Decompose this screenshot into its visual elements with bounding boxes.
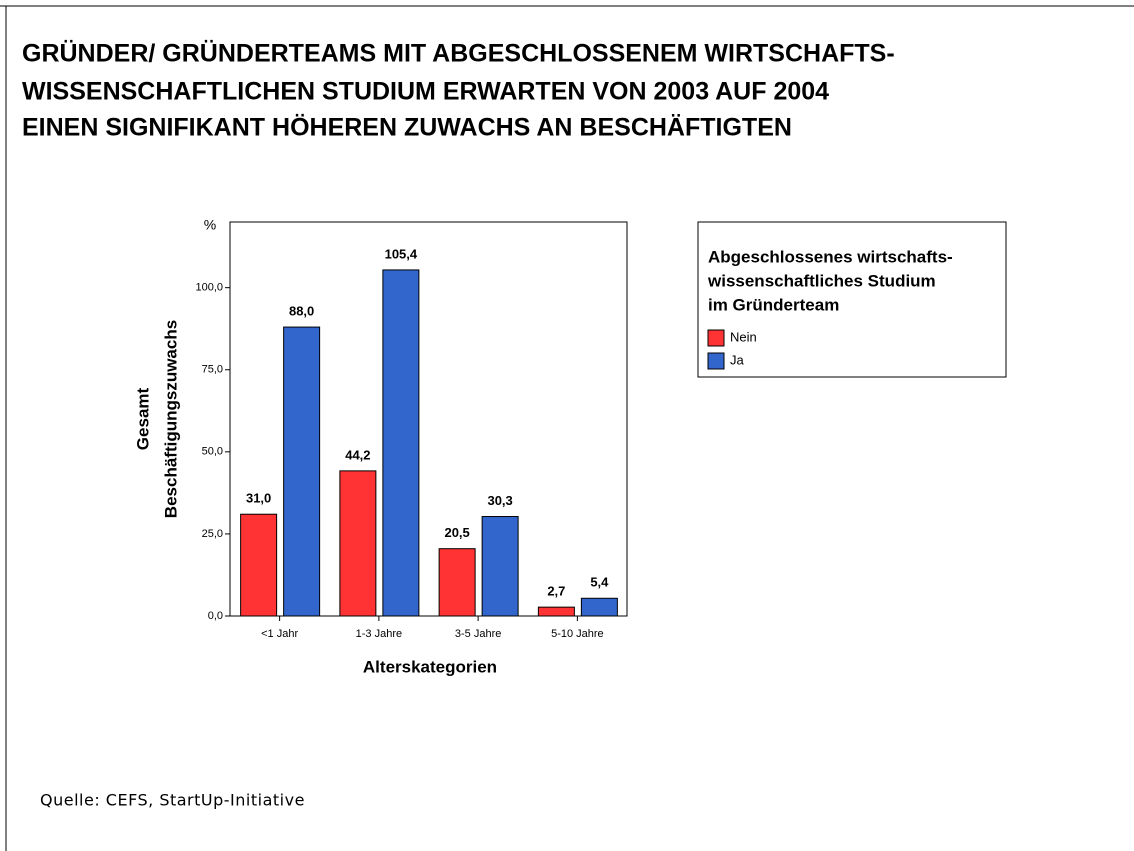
bar xyxy=(537,606,575,617)
chart-title: WISSENSCHAFTLICHEN STUDIUM ERWARTEN VON … xyxy=(22,78,829,106)
legend-title: Abgeschlossenes wirtschafts- xyxy=(708,247,953,266)
chart-title: GRÜNDER/ GRÜNDERTEAMS MIT ABGESCHLOSSENE… xyxy=(22,39,895,68)
chart-title: EINEN SIGNIFIKANT HÖHEREN ZUWACHS AN BES… xyxy=(22,113,792,142)
plot-area xyxy=(229,221,628,617)
value-label: 105,4 xyxy=(385,246,418,261)
value-label: 30,3 xyxy=(487,493,512,508)
legend-title: im Gründerteam xyxy=(708,295,839,314)
value-label: 44,2 xyxy=(345,447,370,462)
bar xyxy=(240,513,278,617)
y-tick-label: 0,0 xyxy=(208,610,223,622)
value-label: 31,0 xyxy=(246,491,271,506)
legend-title: wissenschaftliches Studium xyxy=(707,271,936,290)
value-label: 20,5 xyxy=(444,525,469,540)
y-tick-label: 75,0 xyxy=(202,364,223,376)
bar xyxy=(382,269,420,617)
x-tick-label: 5-10 Jahre xyxy=(551,628,604,640)
legend-label: Nein xyxy=(730,329,757,344)
y-unit: % xyxy=(204,217,216,233)
value-label: 2,7 xyxy=(547,584,565,599)
value-label: 5,4 xyxy=(590,575,609,590)
x-tick-label: 1-3 Jahre xyxy=(356,628,402,640)
bar xyxy=(481,516,519,617)
y-tick-label: 50,0 xyxy=(202,446,223,458)
x-tick-label: 3-5 Jahre xyxy=(455,628,501,640)
bar xyxy=(580,597,618,617)
y-tick-label: 25,0 xyxy=(202,528,223,540)
value-label: 88,0 xyxy=(289,304,314,319)
legend-swatch xyxy=(707,352,725,370)
legend-box xyxy=(697,221,1007,378)
y-axis-title: Beschäftigungszuwachs xyxy=(161,320,180,518)
bar xyxy=(283,326,321,617)
legend-swatch xyxy=(707,329,725,347)
bar xyxy=(438,548,476,617)
legend-label: Ja xyxy=(730,352,745,367)
x-tick-label: <1 Jahr xyxy=(261,628,298,640)
y-axis-title: Gesamt xyxy=(133,387,152,450)
source: Quelle: CEFS, StartUp-Initiative xyxy=(40,791,305,810)
bar xyxy=(339,470,377,617)
y-tick-label: 100,0 xyxy=(195,282,223,294)
x-axis-title: Alterskategorien xyxy=(363,657,497,676)
